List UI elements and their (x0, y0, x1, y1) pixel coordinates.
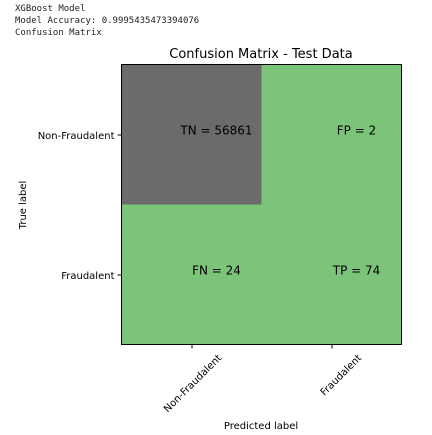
cell-label-false-negative: FN = 24 (192, 264, 241, 278)
cell-label-false-positive: FP = 2 (337, 124, 376, 138)
cell-false-negative (121, 204, 262, 345)
console-output: XGBoost Model Model Accuracy: 0.99954354… (15, 3, 199, 39)
cell-true-positive (261, 204, 402, 345)
cell-label-true-negative: TN = 56861 (179, 124, 252, 138)
heatmap-cell-labels: TN = 56861 FP = 2 FN = 24 TP = 74 (179, 124, 380, 278)
x-axis-ticks: Non-Fraudalent Fraudalent (162, 344, 364, 415)
cell-false-positive (261, 64, 402, 205)
console-line-accuracy: Model Accuracy: 0.9995435473394076 (15, 16, 200, 26)
console-line-confusion: Confusion Matrix (15, 28, 102, 38)
x-tick-label: Non-Fraudalent (162, 353, 224, 415)
chart-title: Confusion Matrix - Test Data (169, 47, 352, 62)
x-axis-label: Predicted label (224, 421, 298, 432)
cell-true-negative (121, 64, 262, 205)
plot-frame (121, 64, 402, 345)
y-axis-label: True label (18, 181, 29, 231)
heatmap-cells (121, 64, 402, 345)
console-line-model: XGBoost Model (15, 4, 86, 14)
y-tick-label: Fraudalent (61, 271, 114, 282)
y-axis-ticks: Non-Fraudalent Fraudalent (38, 131, 122, 282)
cell-label-true-positive: TP = 74 (332, 264, 381, 278)
y-tick-label: Non-Fraudalent (38, 131, 115, 142)
x-tick-label: Fraudalent (319, 353, 364, 398)
